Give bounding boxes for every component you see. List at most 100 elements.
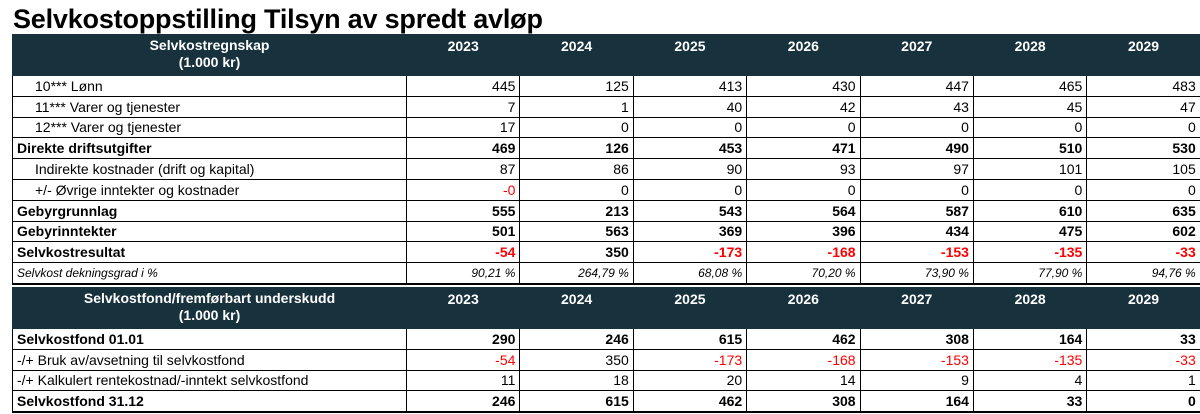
- cell-value: 45: [972, 96, 1088, 118]
- cell-value: -33: [1086, 349, 1200, 371]
- year-header-2029: 2029: [1086, 34, 1200, 76]
- cell-value: -153: [859, 349, 974, 371]
- cell-value: 33: [972, 390, 1088, 414]
- cell-value: 105: [1086, 158, 1200, 180]
- selvkostregnskap-row: Direkte driftsutgifter 469 126 453 471 490 510…: [12, 137, 1200, 160]
- row-label: 10*** Lønn: [12, 75, 407, 97]
- cell-value: 86: [519, 158, 634, 180]
- cell-value: -153: [859, 241, 974, 264]
- header-line2: (1.000 kr): [178, 54, 241, 70]
- cell-value: 77,90 %: [972, 262, 1088, 285]
- cell-value: 213: [519, 200, 634, 222]
- cell-value: 501: [405, 221, 521, 243]
- row-label: Direkte driftsutgifter: [12, 137, 407, 160]
- cell-value: 369: [632, 221, 748, 243]
- selvkostregnskap-row: Gebyrgrunnlag 555 213 543 564 587 610 635: [12, 200, 1200, 222]
- cell-value: 563: [519, 221, 634, 243]
- year-header-2024: 2024: [519, 286, 634, 329]
- cell-value: 42: [746, 96, 861, 118]
- cell-value: 308: [859, 328, 974, 350]
- row-label: Gebyrgrunnlag: [12, 200, 407, 222]
- cell-value: 0: [746, 117, 861, 139]
- cell-value: 125: [519, 75, 634, 97]
- cell-value: 164: [972, 328, 1088, 350]
- header-line1: Selvkostregnskap: [149, 37, 270, 53]
- cell-value: 0: [1086, 390, 1200, 414]
- cell-value: 453: [632, 137, 748, 160]
- cell-value: -173: [632, 349, 748, 371]
- cell-value: 0: [972, 117, 1088, 139]
- cell-value: 615: [632, 328, 748, 350]
- selvkostfond-row: -/+ Kalkulert rentekostnad/-inntekt selv…: [12, 370, 1200, 392]
- cell-value: 97: [859, 158, 974, 180]
- cell-value: 90: [632, 158, 748, 180]
- year-header-2026: 2026: [746, 34, 861, 76]
- cell-value: 447: [859, 75, 974, 97]
- page-title: Selvkostoppstilling Tilsyn av spredt avl…: [13, 4, 543, 34]
- cell-value: 510: [972, 137, 1088, 160]
- cell-value: 350: [519, 241, 634, 264]
- cell-value: 475: [972, 221, 1088, 243]
- cell-value: 18: [519, 370, 634, 392]
- cell-value: 308: [746, 390, 861, 414]
- cell-value: -33: [1086, 241, 1200, 264]
- row-label: +/- Øvrige inntekter og kostnader: [12, 179, 407, 201]
- selvkost-table: Selvkostregnskap (1.000 kr) 2023 2024 2025 20…: [12, 34, 1200, 414]
- cell-value: 469: [405, 137, 521, 160]
- selvkostregnskap-row: 11*** Varer og tjenester 7 1 40 42 43 45 47: [12, 96, 1200, 118]
- cell-value: 610: [972, 200, 1088, 222]
- cell-value: 93: [746, 158, 861, 180]
- cell-value: 246: [405, 390, 521, 414]
- cell-value: 0: [972, 179, 1088, 201]
- cell-value: 564: [746, 200, 861, 222]
- selvkostregnskap-header-row: Selvkostregnskap (1.000 kr) 2023 2024 2025 20…: [12, 34, 1200, 76]
- cell-value: 20: [632, 370, 748, 392]
- selvkostfond-row: Selvkostfond 01.01 290 246 615 462 308 164 33: [12, 328, 1200, 350]
- year-header-2023: 2023: [405, 286, 521, 329]
- year-header-2028: 2028: [972, 286, 1088, 329]
- cell-value: 33: [1086, 328, 1200, 350]
- cell-value: 462: [632, 390, 748, 414]
- cell-value: 94,76 %: [1086, 262, 1200, 285]
- row-label: Selvkost dekningsgrad i %: [12, 262, 407, 285]
- cell-value: -168: [746, 241, 861, 264]
- selvkostregnskap-header-label: Selvkostregnskap (1.000 kr): [12, 34, 407, 76]
- selvkostregnskap-row: Selvkost dekningsgrad i % 90,21 % 264,79 %…: [12, 262, 1200, 285]
- cell-value: 40: [632, 96, 748, 118]
- cell-value: 246: [519, 328, 634, 350]
- cell-value: 430: [746, 75, 861, 97]
- cell-value: 543: [632, 200, 748, 222]
- cell-value: -54: [405, 349, 521, 371]
- cell-value: -135: [972, 349, 1088, 371]
- cell-value: 9: [859, 370, 974, 392]
- cell-value: 0: [519, 117, 634, 139]
- row-label: 11*** Varer og tjenester: [12, 96, 407, 118]
- cell-value: 87: [405, 158, 521, 180]
- cell-value: 483: [1086, 75, 1200, 97]
- cell-value: 462: [746, 328, 861, 350]
- year-header-2025: 2025: [632, 286, 748, 329]
- cell-value: 615: [519, 390, 634, 414]
- selvkostregnskap-row: Indirekte kostnader (drift og kapital) 87…: [12, 158, 1200, 180]
- cell-value: 68,08 %: [632, 262, 748, 285]
- cell-value: 43: [859, 96, 974, 118]
- cell-value: 0: [519, 179, 634, 201]
- cell-value: 0: [1086, 179, 1200, 201]
- row-label: Selvkostfond 01.01: [12, 328, 407, 350]
- selvkostfond-row: Selvkostfond 31.12 246 615 462 308 164 33 0: [12, 390, 1200, 414]
- cell-value: 0: [632, 117, 748, 139]
- cell-value: 0: [859, 117, 974, 139]
- row-label: 12*** Varer og tjenester: [12, 117, 407, 139]
- cell-value: 490: [859, 137, 974, 160]
- cell-value: 396: [746, 221, 861, 243]
- cell-value: -54: [405, 241, 521, 264]
- cell-value: 602: [1086, 221, 1200, 243]
- cell-value: 47: [1086, 96, 1200, 118]
- selvkostregnskap-row: 10*** Lønn 445 125 413 430 447 465 483: [12, 75, 1200, 97]
- cell-value: 0: [1086, 117, 1200, 139]
- cell-value: 635: [1086, 200, 1200, 222]
- cell-value: 17: [405, 117, 521, 139]
- year-header-2027: 2027: [859, 34, 974, 76]
- cell-value: 465: [972, 75, 1088, 97]
- cell-value: 555: [405, 200, 521, 222]
